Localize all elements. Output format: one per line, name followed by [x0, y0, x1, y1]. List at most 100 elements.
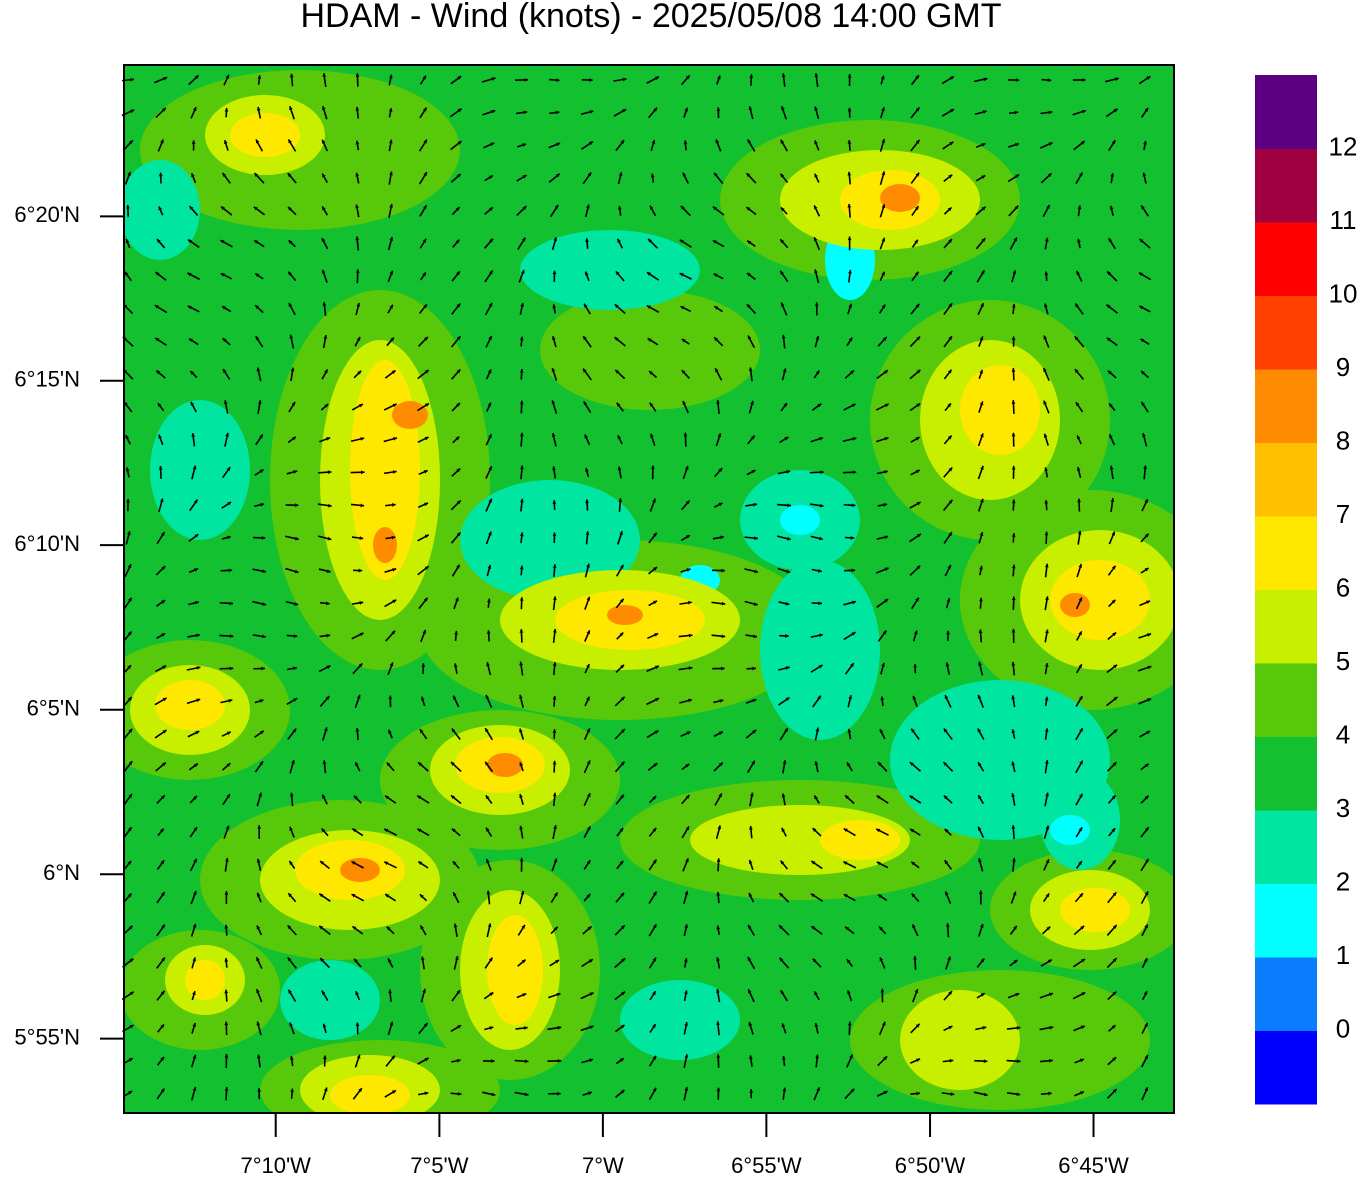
arrow-head: [1043, 433, 1048, 438]
arrow-head: [619, 828, 624, 833]
arrow-head: [1146, 76, 1151, 80]
arrow-head: [388, 74, 393, 79]
arrow-head: [519, 565, 524, 570]
y-tick-label: 6°20'N: [14, 202, 80, 227]
arrow-head: [947, 956, 951, 961]
arrow-head: [883, 503, 888, 507]
arrow-head: [681, 339, 686, 343]
arrow-head: [192, 1022, 197, 1027]
arrow-head: [294, 569, 299, 574]
arrow-head: [453, 923, 458, 928]
arrow-head: [193, 795, 197, 800]
arrow-head: [321, 106, 326, 111]
arrow-head: [522, 206, 527, 210]
arrow-head: [1112, 892, 1117, 897]
arrow-head: [1044, 500, 1049, 504]
arrow-head: [654, 633, 659, 637]
arrow-head: [456, 532, 461, 537]
arrow-head: [226, 731, 231, 736]
arrow-head: [916, 533, 921, 538]
arrow-head: [814, 302, 819, 306]
arrow-head: [224, 989, 229, 994]
arrow-head: [161, 107, 166, 112]
arrow-head: [456, 564, 460, 569]
arrow-head: [486, 662, 490, 667]
arrow-head: [1049, 1058, 1053, 1063]
arrow-head: [814, 795, 818, 800]
arrow-head: [683, 140, 688, 145]
arrow-head: [748, 859, 753, 864]
arrow-head: [584, 434, 589, 439]
arrow-head: [1016, 1092, 1021, 1097]
arrow-head: [685, 763, 690, 768]
arrow-head: [385, 795, 390, 800]
arrow-head: [650, 173, 655, 178]
arrow-head: [680, 205, 685, 210]
arrow-head: [881, 237, 886, 242]
arrow-head: [916, 336, 921, 341]
arrow-head: [1144, 533, 1149, 538]
arrow-head: [522, 143, 526, 147]
arrow-head: [289, 334, 294, 339]
arrow-head: [683, 432, 688, 437]
arrow-head: [912, 695, 917, 700]
arrow-head: [1147, 665, 1152, 670]
arrow-head: [881, 304, 886, 309]
arrow-head: [224, 108, 229, 112]
arrow-head: [850, 663, 854, 668]
arrow-head: [616, 402, 621, 407]
arrow-head: [786, 469, 791, 474]
arrow-head: [713, 273, 718, 278]
x-tick-label: 6°50'W: [895, 1153, 966, 1178]
arrow-head: [552, 729, 557, 733]
arrow-head: [457, 1025, 462, 1029]
arrow-head: [155, 337, 160, 342]
arrow-head: [1074, 336, 1079, 341]
arrow-head: [290, 1088, 295, 1093]
arrow-head: [720, 535, 724, 540]
arrow-head: [456, 173, 461, 178]
arrow-head: [847, 107, 852, 112]
arrow-head: [1011, 628, 1016, 633]
arrow-head: [519, 532, 524, 537]
arrow-head: [489, 238, 493, 243]
arrow-head: [486, 827, 490, 832]
arrow-head: [947, 564, 951, 569]
arrow-head: [652, 957, 657, 962]
colorbar-band: [1255, 148, 1317, 223]
arrow-head: [424, 336, 428, 341]
arrow-head: [130, 109, 135, 114]
arrow-head: [456, 369, 461, 374]
arrow-head: [754, 536, 758, 541]
arrow-head: [451, 728, 456, 733]
arrow-head: [1109, 403, 1113, 408]
arrow-head: [1047, 78, 1052, 83]
arrow-head: [979, 401, 984, 406]
arrow-head: [852, 437, 857, 441]
arrow-head: [747, 956, 752, 961]
arrow-head: [780, 860, 785, 865]
arrow-head: [322, 73, 327, 77]
arrow-head: [1110, 173, 1115, 177]
arrow-head: [883, 1056, 888, 1061]
arrow-head: [787, 503, 791, 508]
arrow-head: [749, 74, 754, 78]
arrow-head: [915, 139, 920, 144]
arrow-head: [358, 404, 363, 408]
arrow-head: [490, 142, 495, 147]
arrow-head: [912, 924, 916, 929]
arrow-head: [1144, 924, 1148, 929]
arrow-head: [848, 303, 853, 308]
arrow-head: [817, 403, 822, 408]
arrow-head: [187, 272, 192, 277]
arrow-head: [227, 502, 232, 506]
arrow-head: [652, 498, 656, 503]
arrow-head: [127, 1091, 132, 1095]
y-tick-label: 6°5'N: [27, 696, 80, 721]
arrow-head: [253, 206, 258, 211]
arrow-head: [1107, 271, 1111, 276]
arrow-head: [323, 1087, 328, 1092]
arrow-head: [254, 172, 259, 177]
arrow-head: [715, 368, 719, 373]
